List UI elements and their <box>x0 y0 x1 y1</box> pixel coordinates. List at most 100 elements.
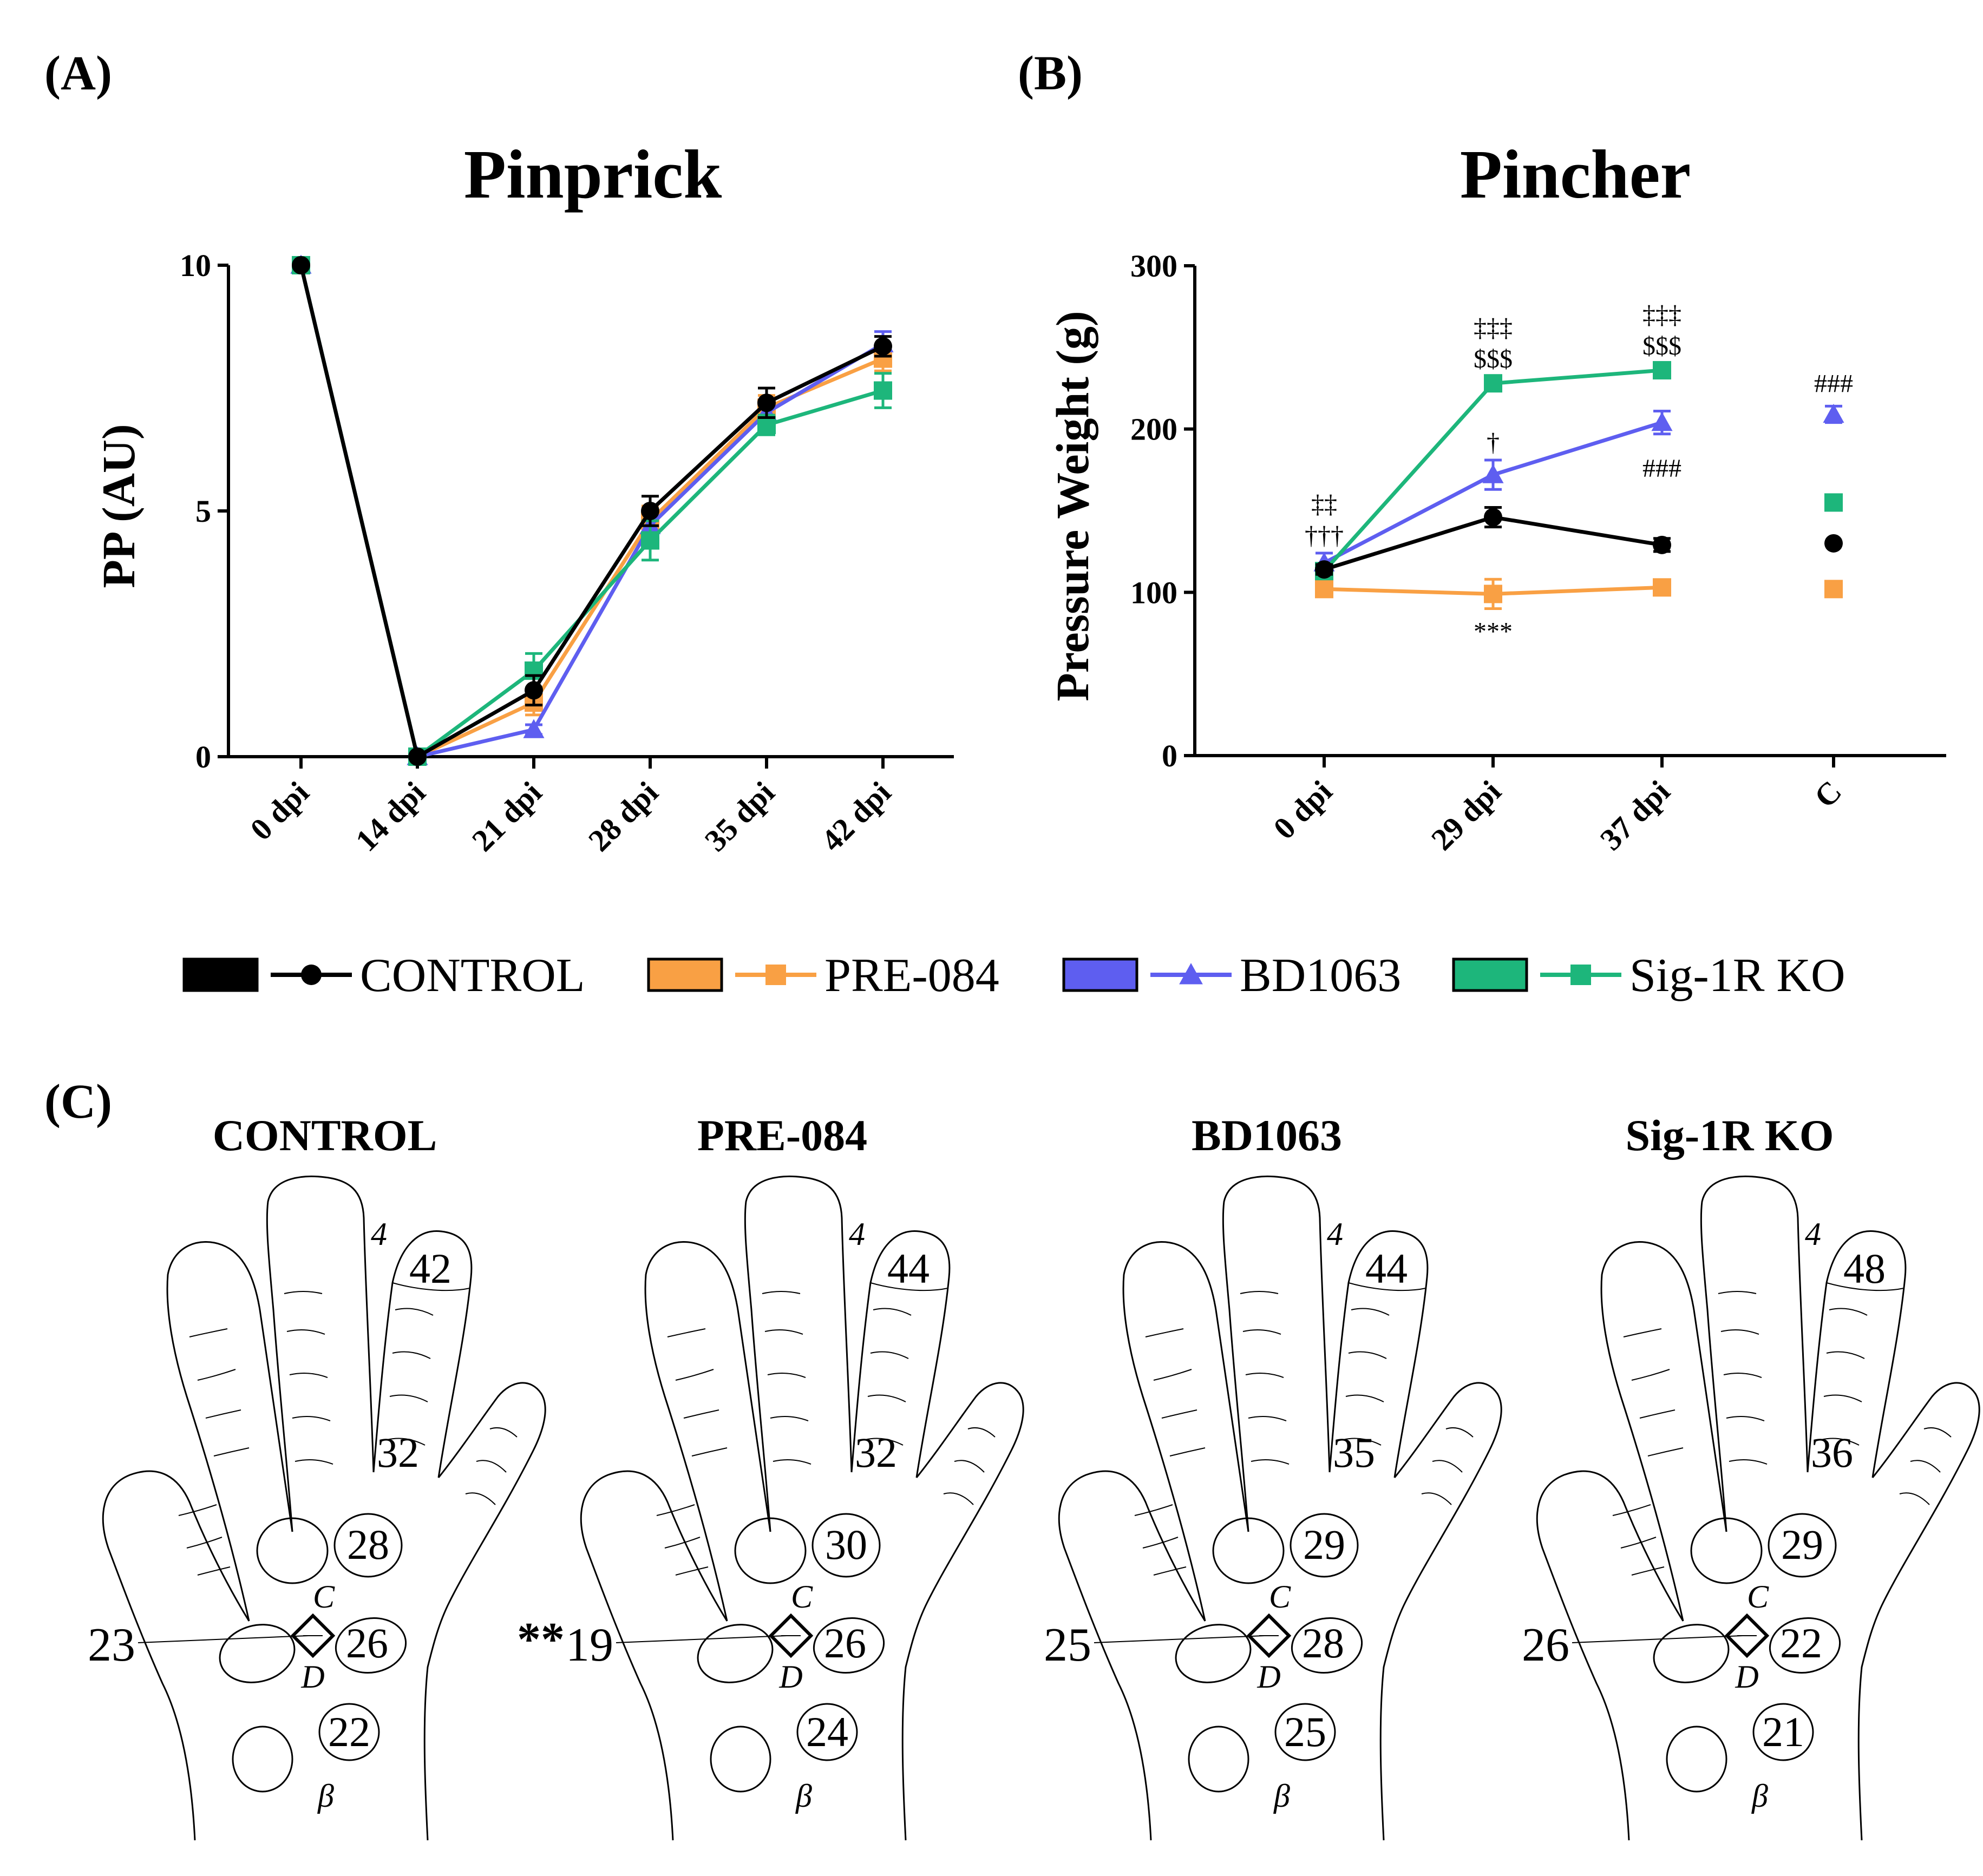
label-digit: 4 <box>371 1216 387 1252</box>
finger-crease <box>870 1351 909 1359</box>
hand-title: BD1063 <box>1192 1111 1342 1160</box>
pad-circle <box>1768 1513 1837 1578</box>
hand-outline <box>850 1230 951 1478</box>
x-tick-label: 42 dpi <box>814 775 898 858</box>
finger-crease <box>1153 1369 1192 1381</box>
finger-crease <box>675 1566 709 1576</box>
finger-crease <box>1723 1373 1762 1378</box>
finger-crease <box>1348 1351 1387 1359</box>
data-point <box>1315 580 1333 599</box>
hand-title: Sig-1R KO <box>1626 1111 1834 1160</box>
value-base: 32 <box>855 1429 897 1476</box>
x-tick-label: 35 dpi <box>698 775 781 858</box>
hand-sig-1r-ko: Sig-1R KO 48 36 29 22 21 26 4 C Dβ <box>1522 1111 1980 1841</box>
series-sig-1r-ko <box>1315 361 1843 581</box>
pad-empty <box>697 1624 774 1683</box>
value-base: 35 <box>1333 1429 1375 1476</box>
finger-crease <box>770 1416 809 1421</box>
finger-crease <box>1245 1373 1284 1378</box>
legend-label: BD1063 <box>1240 949 1401 1002</box>
pad-empty <box>219 1624 296 1683</box>
finger-crease <box>1639 1409 1676 1419</box>
finger-crease <box>178 1504 217 1516</box>
legend-swatch <box>1062 957 1138 992</box>
data-point <box>408 747 427 766</box>
legend-marker <box>765 965 786 985</box>
value-bottom: 21 <box>1762 1708 1804 1755</box>
finger-crease <box>1343 1438 1382 1446</box>
legend-label: PRE-084 <box>824 949 999 1002</box>
hand-outline <box>644 1241 771 1622</box>
legend-marker <box>301 965 322 985</box>
finger-crease <box>1821 1438 1860 1446</box>
finger-crease <box>392 1282 470 1291</box>
hand-pre-084: PRE-084 44 32 30 26 24 19** 4 C Dβ <box>517 1111 1024 1841</box>
value-pad: 29 <box>1303 1521 1345 1568</box>
significance-label: ‡‡‡ <box>1642 300 1681 329</box>
value-right: 26 <box>824 1619 866 1667</box>
hand-outline <box>1122 1241 1249 1622</box>
finger-crease <box>1240 1291 1279 1294</box>
finger-crease <box>1432 1460 1463 1473</box>
finger-crease <box>1823 1394 1862 1402</box>
panel-label-b: (B) <box>1018 47 1083 100</box>
series-pre-084 <box>1315 578 1843 610</box>
finger-crease <box>292 1416 331 1421</box>
series-bd1063 <box>1313 403 1844 574</box>
diamond-marker <box>290 1613 336 1658</box>
label-beta: β <box>317 1778 334 1814</box>
series-bd1063 <box>290 254 894 765</box>
y-tick-label: 200 <box>1130 412 1177 447</box>
pointer-line <box>616 1635 787 1643</box>
finger-crease <box>1829 1308 1868 1316</box>
pad-empty <box>232 1726 293 1793</box>
data-point <box>1484 508 1502 527</box>
label-d: D <box>300 1659 324 1695</box>
data-point <box>1824 534 1843 553</box>
chart-pinprick: Pinprick PP (AU) 0 5 10 0 dpi 14 dpi 21 dpi 28… <box>93 136 954 858</box>
data-point <box>874 381 892 400</box>
finger-crease <box>1620 1537 1657 1549</box>
data-point <box>1653 578 1671 597</box>
finger-crease <box>395 1308 434 1316</box>
value-left: 23 <box>88 1619 135 1671</box>
value-top: 44 <box>1365 1245 1408 1292</box>
legend: CONTROL PRE-084 BD1063 Sig-1R KO <box>182 949 1845 1002</box>
finger-crease <box>767 1373 806 1378</box>
finger-crease <box>1348 1282 1426 1291</box>
pad-circle <box>813 1617 885 1674</box>
finger-crease <box>1153 1566 1187 1576</box>
hand-outline <box>1600 1241 1727 1622</box>
value-right: 26 <box>346 1619 388 1667</box>
x-tick-label: 21 dpi <box>465 775 548 858</box>
hand-diagrams: CONTROL4232282622234CDβPRE-0844432302624… <box>88 1111 1980 1841</box>
x-tick-label: 0 dpi <box>243 775 316 847</box>
chart-title: Pinprick <box>464 136 722 213</box>
pad-circle <box>335 1617 407 1674</box>
pad-empty <box>1212 1517 1285 1584</box>
significance-label: $$$ <box>1642 332 1681 360</box>
finger-crease <box>1910 1460 1941 1473</box>
hand-control: CONTROL 42 32 28 26 22 23 4 C Dβ <box>88 1111 546 1841</box>
label-beta: β <box>1751 1778 1768 1814</box>
pad-empty <box>1175 1624 1252 1683</box>
significance-label: ‡‡‡ <box>1474 313 1513 342</box>
hand-outline <box>166 1241 293 1622</box>
data-point <box>1484 585 1502 604</box>
legend-marker <box>1570 965 1591 985</box>
y-tick-label: 300 <box>1130 248 1177 284</box>
finger-crease <box>1351 1308 1390 1316</box>
finger-crease <box>1923 1427 1952 1438</box>
data-point <box>641 531 659 550</box>
value-base: 32 <box>377 1429 419 1476</box>
data-point <box>525 681 543 700</box>
finger-crease <box>1145 1328 1184 1337</box>
pad-circle <box>1290 1513 1359 1578</box>
series-line <box>299 265 883 760</box>
label-d: D <box>1256 1659 1280 1695</box>
pad-circle <box>811 1513 881 1578</box>
legend-swatch <box>647 957 723 992</box>
hand-outline <box>1857 1382 1980 1841</box>
value-right: 28 <box>1302 1619 1344 1667</box>
